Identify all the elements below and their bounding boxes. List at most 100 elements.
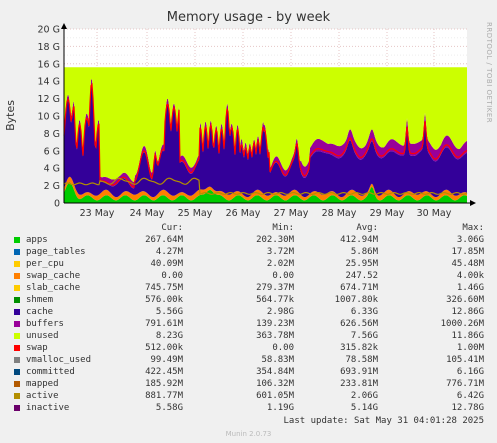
legend-swatch [14, 333, 20, 339]
legend-row: active 881.77M 601.05M 2.06G 6.42G [0, 391, 497, 403]
legend-max: 4.00k [456, 271, 484, 281]
legend-avg: 412.94M [340, 235, 378, 245]
y-tick-label: 16 G [38, 59, 60, 70]
legend-swatch [14, 321, 20, 327]
legend-max: 11.86G [451, 331, 484, 341]
chart-title: Memory usage - by week [166, 10, 331, 25]
legend-name: swap [26, 343, 48, 353]
legend-avg: 233.81M [340, 379, 378, 389]
x-axis-ticks: 23 May 24 May 25 May 26 May 27 May 28 May 29 M… [80, 208, 452, 219]
legend-cur: 99.49M [150, 355, 183, 365]
y-tick-label: 18 G [38, 42, 60, 53]
legend-cur: 40.09M [150, 259, 183, 269]
x-tick-label: 29 May [370, 208, 405, 219]
legend-swatch [14, 369, 20, 375]
legend-min: 2.02M [266, 259, 294, 269]
legend-name: inactive [26, 403, 70, 413]
legend-min: 106.32M [256, 379, 294, 389]
area-cache [64, 85, 467, 198]
header-avg: Avg: [356, 223, 378, 233]
legend-min: 1.19G [266, 403, 294, 413]
legend-cur: 745.75M [145, 283, 183, 293]
legend-cur: 0.00 [161, 271, 183, 281]
y-tick-label: 8 G [44, 129, 60, 140]
legend-avg: 626.56M [340, 319, 378, 329]
legend-swatch [14, 297, 20, 303]
legend-cur: 881.77M [145, 391, 183, 401]
legend-swatch [14, 261, 20, 267]
memory-chart: 0 2 G 4 G 6 G 8 G 10 G 12 G 14 G 16 G 18 G 20 G 23… [38, 23, 476, 219]
legend-cur: 791.61M [145, 319, 183, 329]
x-tick-label: 30 May [417, 208, 452, 219]
legend-name: cache [26, 307, 54, 317]
legend-row: per_cpu 40.09M 2.02M 25.95M 45.48M [0, 259, 497, 271]
legend-max: 326.60M [446, 295, 484, 305]
legend-row: slab_cache 745.75M 279.37M 674.71M 1.46G [0, 283, 497, 295]
y-axis-arrow [61, 23, 67, 29]
legend-cur: 4.27M [155, 247, 183, 257]
legend-name: mapped [26, 379, 59, 389]
legend-max: 776.71M [446, 379, 484, 389]
x-tick-label: 25 May [178, 208, 213, 219]
legend-swatch [14, 357, 20, 363]
y-tick-label: 2 G [44, 181, 60, 192]
legend-name: committed [26, 367, 75, 377]
legend-min: 279.37M [256, 283, 294, 293]
legend-max: 45.48M [451, 259, 484, 269]
y-tick-label: 6 G [44, 146, 60, 157]
legend-header: Cur: Min: Avg: Max: [0, 223, 497, 235]
legend-max: 1000.26M [440, 319, 484, 329]
x-axis-arrow [470, 200, 476, 206]
legend-avg: 315.82k [340, 343, 378, 353]
legend-min: 0.00 [272, 343, 294, 353]
legend-row: unused 8.23G 363.78M 7.56G 11.86G [0, 331, 497, 343]
legend-name: slab_cache [26, 283, 81, 293]
legend-row: buffers 791.61M 139.23M 626.56M 1000.26M [0, 319, 497, 331]
legend-swatch [14, 249, 20, 255]
legend-min: 564.77k [256, 295, 294, 305]
legend-swatch [14, 273, 20, 279]
legend-cur: 422.45M [145, 367, 183, 377]
x-tick-label: 28 May [322, 208, 357, 219]
legend-name: buffers [26, 319, 64, 329]
legend-avg: 2.06G [350, 391, 378, 401]
y-tick-label: 10 G [38, 112, 60, 123]
legend-name: apps [26, 235, 48, 245]
legend-min: 2.98G [266, 307, 294, 317]
legend-row: apps 267.64M 202.30M 412.94M 3.06G [0, 235, 497, 247]
area-apps [64, 182, 467, 203]
header-min: Min: [272, 223, 294, 233]
legend-row: swap_cache 0.00 0.00 247.52 4.00k [0, 271, 497, 283]
area-slab-cache [64, 176, 467, 201]
legend-cur: 8.23G [155, 331, 183, 341]
legend-swatch [14, 345, 20, 351]
legend-avg: 693.91M [340, 367, 378, 377]
y-tick-label: 20 G [38, 25, 60, 36]
legend-name: shmem [26, 295, 54, 305]
legend-avg: 7.56G [350, 331, 378, 341]
legend-cur: 5.56G [155, 307, 183, 317]
legend-row: mapped 185.92M 106.32M 233.81M 776.71M [0, 379, 497, 391]
y-axis-ticks: 0 2 G 4 G 6 G 8 G 10 G 12 G 14 G 16 G 18 G 20 G [38, 25, 60, 210]
header-max: Max: [462, 223, 484, 233]
legend-row: committed 422.45M 354.84M 693.91M 6.16G [0, 367, 497, 379]
line-series [63, 82, 468, 195]
legend-swatch [14, 237, 20, 243]
legend-name: unused [26, 331, 59, 341]
y-tick-label: 12 G [38, 94, 60, 105]
line-inactive [63, 82, 468, 188]
footer: Munin 2.0.73 [225, 430, 272, 438]
area-unused [64, 67, 467, 183]
rrdtool-credit: RRDTOOL / TOBI OETIKER [485, 22, 493, 124]
legend-name: vmalloc_used [26, 355, 92, 365]
legend-cur: 267.64M [145, 235, 183, 245]
legend-avg: 674.71M [340, 283, 378, 293]
legend-max: 17.85M [451, 247, 484, 257]
legend-cur: 185.92M [145, 379, 183, 389]
x-tick-label: 26 May [226, 208, 261, 219]
legend-cur: 512.00k [145, 343, 183, 353]
x-tick-label: 24 May [130, 208, 165, 219]
legend-avg: 5.14G [350, 403, 378, 413]
legend-avg: 247.52 [345, 271, 378, 281]
legend-max: 105.41M [446, 355, 484, 365]
